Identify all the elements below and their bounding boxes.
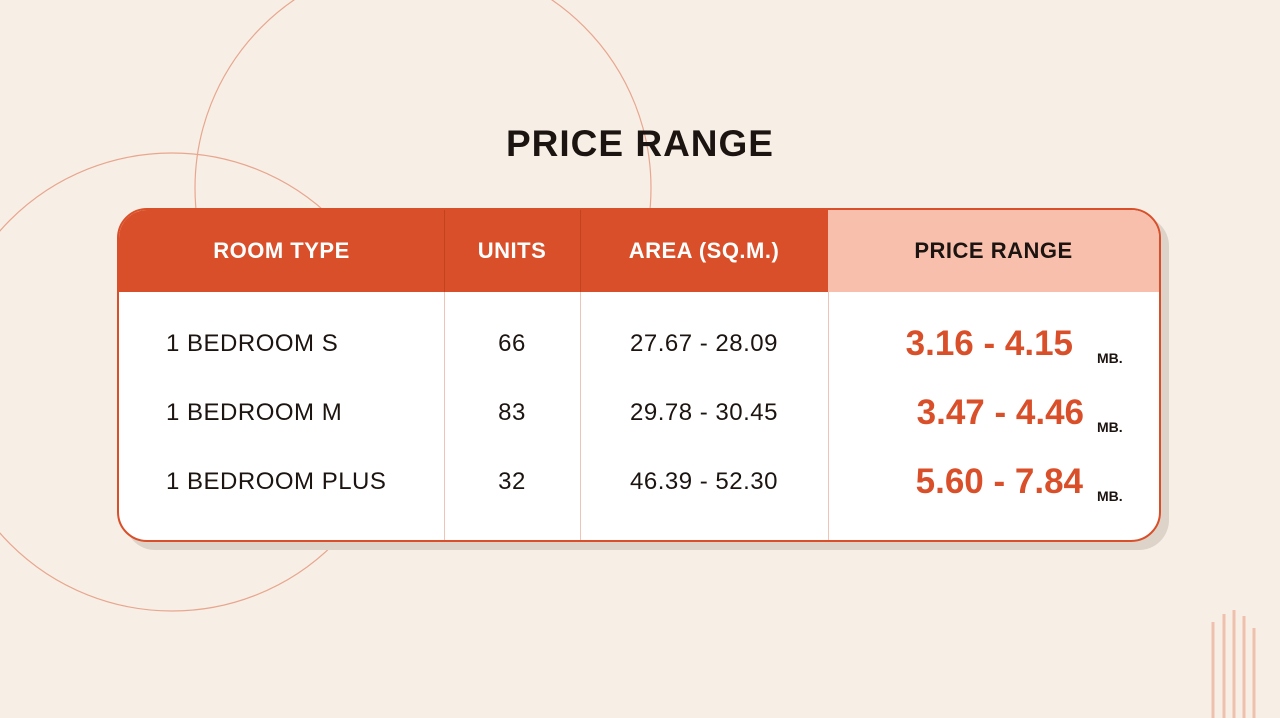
column-divider: [828, 210, 829, 540]
header-divider: [444, 210, 445, 292]
table-card: ROOM TYPE UNITS AREA (SQ.M.) PRICE RANGE…: [117, 208, 1161, 542]
column-divider: [444, 210, 445, 540]
room-type-cell: 1 BEDROOM PLUS: [166, 468, 387, 495]
column-divider: [580, 210, 581, 540]
header-units: UNITS: [444, 210, 580, 292]
price-unit: MB.: [1097, 488, 1123, 504]
area-cell: 27.67 - 28.09: [630, 330, 778, 357]
price-table: ROOM TYPE UNITS AREA (SQ.M.) PRICE RANGE…: [117, 208, 1169, 550]
room-type-cell: 1 BEDROOM M: [166, 399, 343, 426]
table-row: 1 BEDROOM PLUS 32 46.39 - 52.30 5.60 - 7…: [119, 460, 1159, 504]
price-unit: MB.: [1097, 350, 1123, 366]
area-cell: 46.39 - 52.30: [630, 468, 778, 495]
units-cell: 32: [498, 468, 526, 495]
table-row: 1 BEDROOM S 66 27.67 - 28.09 3.16 - 4.15…: [119, 322, 1159, 366]
header-area: AREA (SQ.M.): [580, 210, 828, 292]
decorative-stripes: [1211, 610, 1256, 718]
table-header: ROOM TYPE UNITS AREA (SQ.M.) PRICE RANGE: [119, 210, 1159, 292]
price-value: 3.16 - 4.15: [905, 324, 1073, 363]
header-room-type: ROOM TYPE: [119, 210, 444, 292]
price-value: 3.47 - 4.46: [916, 393, 1084, 432]
page-title: PRICE RANGE: [506, 123, 774, 164]
header-price-range: PRICE RANGE: [828, 210, 1159, 292]
table-row: 1 BEDROOM M 83 29.78 - 30.45 3.47 - 4.46…: [119, 391, 1159, 435]
header-divider: [580, 210, 581, 292]
units-cell: 83: [498, 399, 526, 426]
price-unit: MB.: [1097, 419, 1123, 435]
units-cell: 66: [498, 330, 526, 357]
room-type-cell: 1 BEDROOM S: [166, 330, 339, 357]
area-cell: 29.78 - 30.45: [630, 399, 778, 426]
price-value: 5.60 - 7.84: [915, 462, 1083, 501]
